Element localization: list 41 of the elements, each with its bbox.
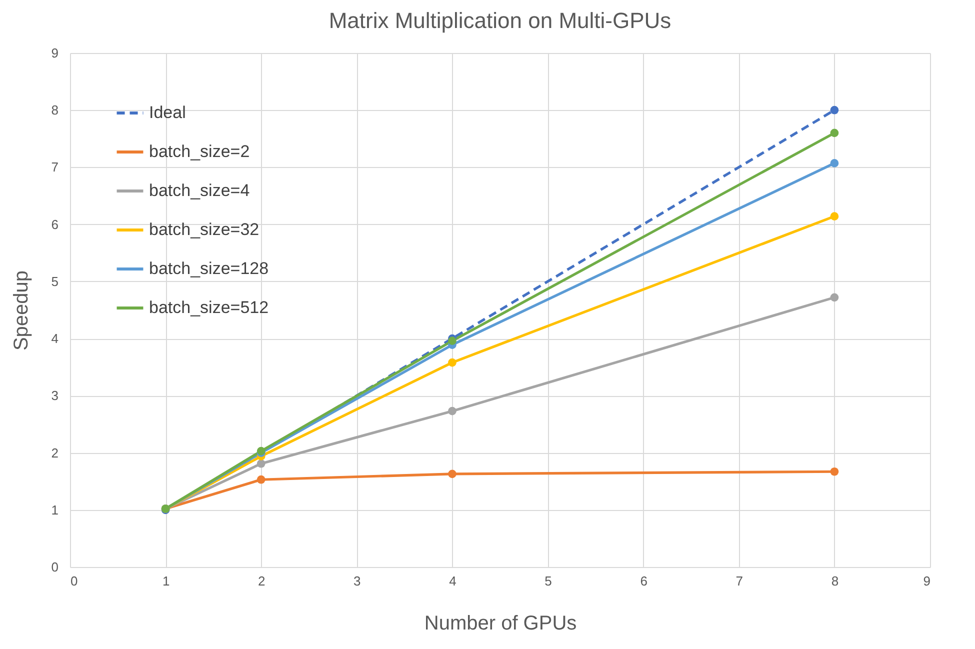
y-axis-title: Speedup — [10, 270, 32, 351]
y-tick-label: 8 — [51, 102, 58, 118]
point — [448, 358, 456, 367]
point — [448, 336, 456, 346]
point — [830, 212, 839, 221]
legend-label: batch_size=32 — [149, 220, 260, 239]
point — [830, 128, 839, 138]
x-tick-label: 2 — [258, 574, 266, 588]
x-tick-label: 3 — [354, 574, 361, 588]
x-tick-label: 4 — [449, 574, 456, 588]
legend-label: batch_size=128 — [149, 259, 269, 278]
y-tick-label: 3 — [51, 388, 58, 404]
y-tick-label: 2 — [51, 445, 58, 460]
point — [830, 293, 839, 302]
point — [448, 406, 456, 416]
y-tick-label: 7 — [51, 160, 58, 175]
point — [830, 106, 839, 114]
y-tick-label: 1 — [51, 502, 58, 518]
legend-label: batch_size=2 — [149, 142, 250, 161]
legend-label: Ideal — [149, 103, 186, 122]
y-tick-label: 0 — [51, 560, 58, 574]
x-tick-label: 9 — [923, 574, 930, 588]
y-tick-label: 5 — [51, 274, 58, 289]
y-tick-label: 9 — [51, 46, 58, 60]
chart-title: Matrix Multiplication on Multi-GPUs — [328, 8, 672, 33]
legend-label: batch_size=512 — [149, 298, 269, 317]
point — [256, 459, 266, 468]
point — [448, 470, 456, 478]
x-tick-label: 8 — [831, 574, 839, 588]
x-tick-label: 1 — [162, 574, 170, 588]
point — [830, 159, 839, 168]
x-axis-title: Number of GPUs — [424, 612, 577, 634]
x-tick-label: 5 — [544, 574, 552, 588]
y-tick-label: 4 — [51, 331, 58, 346]
x-tick-label: 0 — [70, 574, 78, 588]
x-tick-label: 7 — [736, 574, 744, 588]
point — [830, 467, 839, 476]
point — [256, 475, 266, 484]
legend-label: batch_size=4 — [149, 181, 250, 200]
y-tick-label: 6 — [51, 216, 58, 232]
x-tick-label: 6 — [640, 574, 648, 588]
